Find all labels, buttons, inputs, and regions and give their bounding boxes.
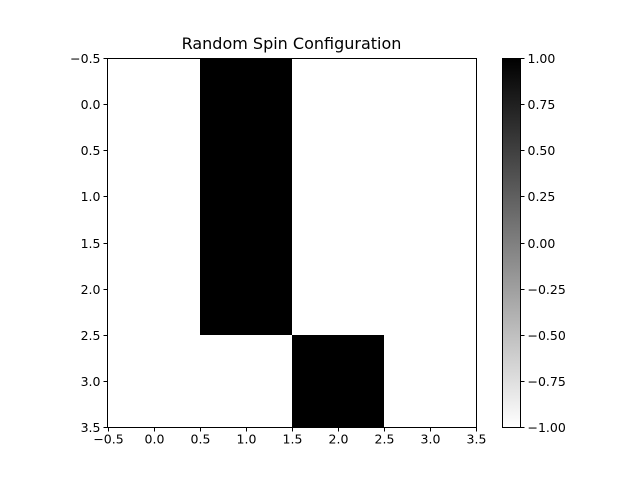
x-tick-label: 3.0 <box>421 432 441 447</box>
heatmap-cell-r1-c1 <box>200 150 292 243</box>
heatmap-cell-r1-c0 <box>108 150 200 243</box>
x-tick-label: 2.0 <box>329 432 349 447</box>
heatmap-cell-r0-c3 <box>384 58 476 151</box>
y-tick-label: 0.0 <box>81 97 101 112</box>
x-axis: −0.5 0.0 0.5 1.0 1.5 2.0 2.5 3.0 3.5 <box>93 427 487 447</box>
y-tick-label: 0.5 <box>81 143 101 158</box>
x-tick-label: 2.5 <box>375 432 395 447</box>
colorbar-tick-label: 0.25 <box>528 189 556 204</box>
y-axis: −0.5 0.0 0.5 1.0 1.5 2.0 2.5 3.0 3.5 <box>70 51 108 435</box>
colorbar-tick-label: 0.00 <box>528 236 556 251</box>
x-tick-label: −0.5 <box>93 432 123 447</box>
y-tick-label: 3.0 <box>81 374 101 389</box>
heatmap-cell-r2-c2 <box>292 242 384 335</box>
colorbar-tick-label: −0.75 <box>528 374 566 389</box>
y-tick-label: 2.0 <box>81 282 101 297</box>
y-tick-label: 1.5 <box>81 236 101 251</box>
x-tick-label: 0.0 <box>145 432 165 447</box>
x-tick-label: 1.5 <box>283 432 303 447</box>
colorbar <box>502 58 521 428</box>
colorbar-tick-label: −1.00 <box>528 420 566 435</box>
colorbar-tick-label: 0.50 <box>528 143 556 158</box>
colorbar-tick-label: −0.50 <box>528 328 566 343</box>
x-tick-label: 1.0 <box>237 432 257 447</box>
heatmap-cell-r3-c0 <box>108 334 200 427</box>
heatmap-cell-r0-c2 <box>292 58 384 151</box>
y-tick-label: 1.0 <box>81 189 101 204</box>
heatmap-cell-r2-c1 <box>200 242 292 335</box>
heatmap-cells <box>108 58 476 427</box>
x-tick-label: 0.5 <box>191 432 211 447</box>
heatmap-cell-r3-c2 <box>292 334 384 427</box>
colorbar-axis: 1.00 0.75 0.50 0.25 0.00 −0.25 −0.50 −0.75 −1.00 <box>520 51 566 435</box>
x-tick-label: 3.5 <box>467 432 487 447</box>
heatmap-cell-r3-c3 <box>384 334 476 427</box>
heatmap-cell-r0-c1 <box>200 58 292 151</box>
y-tick-label: −0.5 <box>70 51 100 66</box>
colorbar-tick-label: 0.75 <box>528 97 556 112</box>
heatmap-cell-r3-c1 <box>200 334 292 427</box>
y-tick-label: 2.5 <box>81 328 101 343</box>
heatmap-cell-r2-c0 <box>108 242 200 335</box>
heatmap-cell-r1-c2 <box>292 150 384 243</box>
colorbar-tick-label: 1.00 <box>528 51 556 66</box>
colorbar-tick-label: −0.25 <box>528 282 566 297</box>
heatmap-cell-r0-c0 <box>108 58 200 151</box>
heatmap-cell-r1-c3 <box>384 150 476 243</box>
y-tick-label: 3.5 <box>81 420 101 435</box>
chart-title: Random Spin Configuration <box>182 34 402 53</box>
heatmap-cell-r2-c3 <box>384 242 476 335</box>
